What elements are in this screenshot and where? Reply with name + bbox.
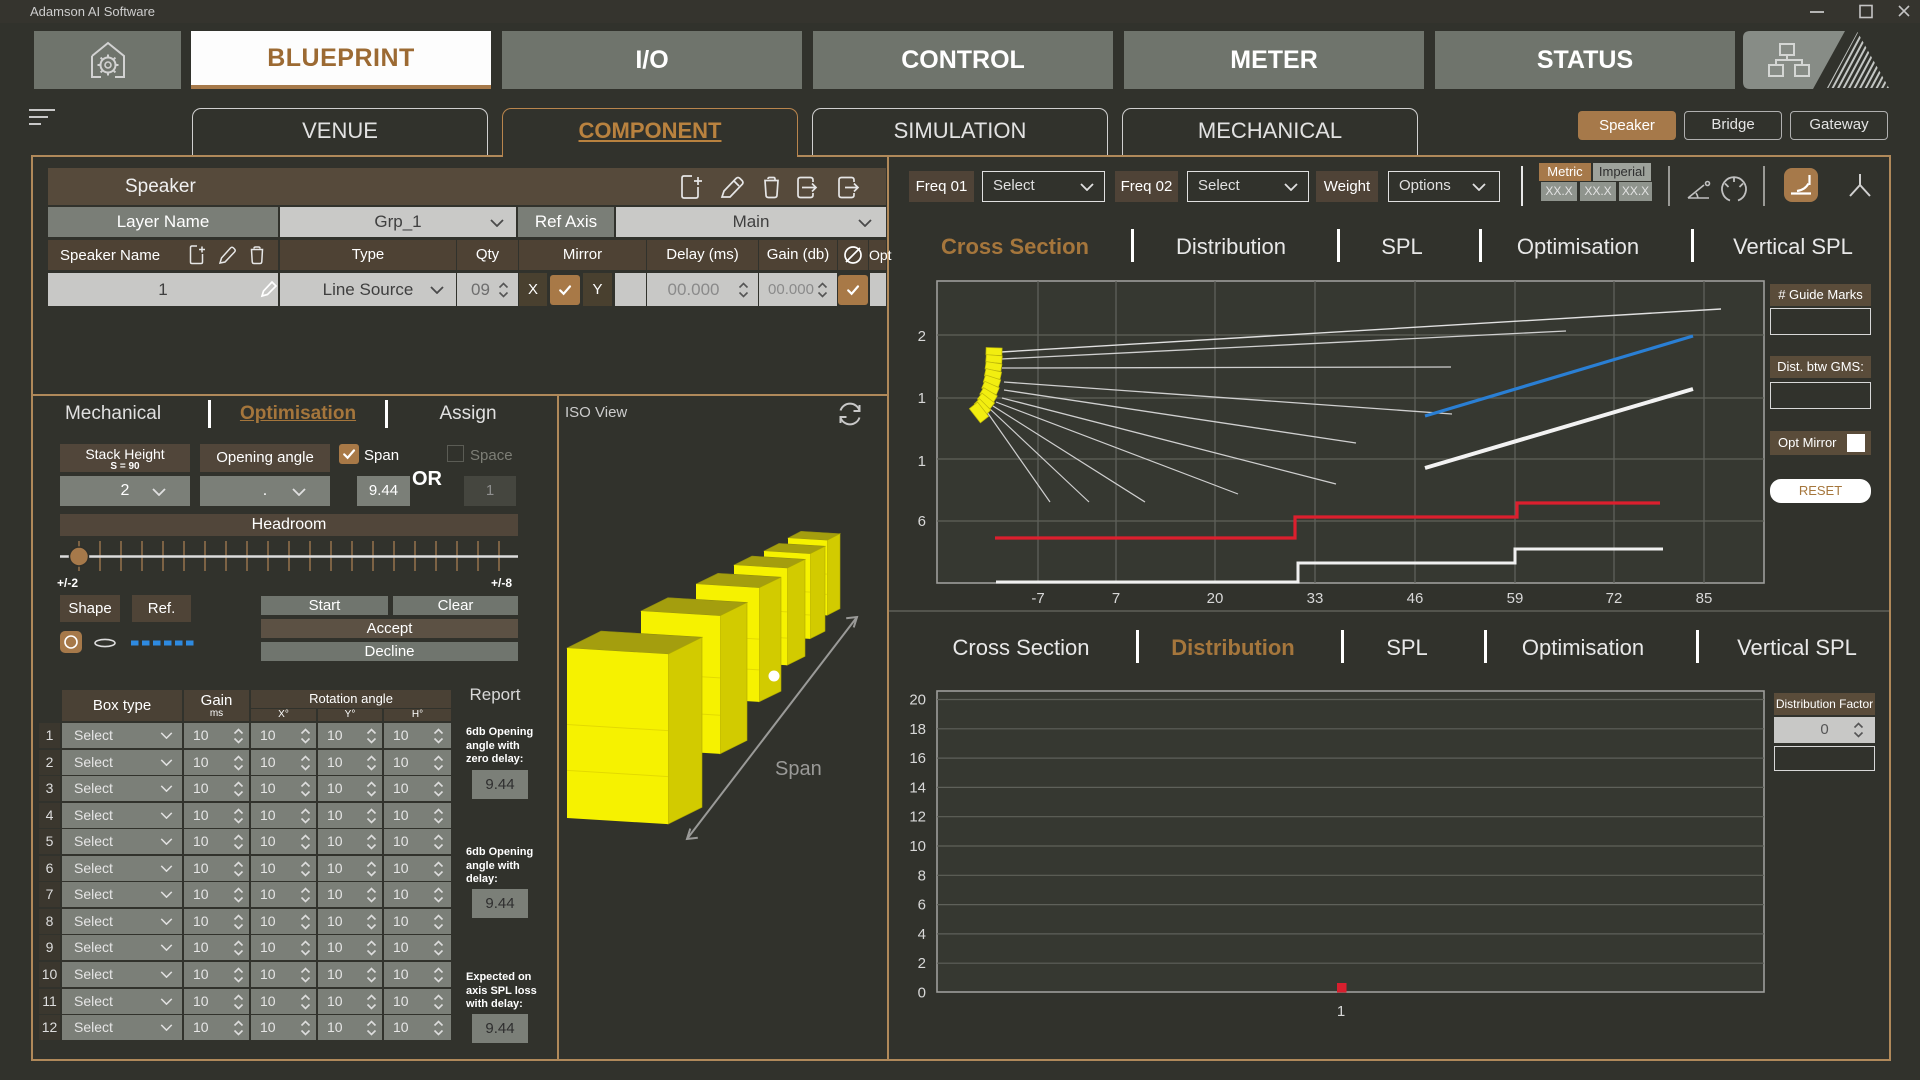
svg-text:1: 1 xyxy=(918,453,926,470)
svg-text:1: 1 xyxy=(918,390,926,407)
svg-text:4: 4 xyxy=(918,926,926,943)
svg-text:16: 16 xyxy=(909,750,926,767)
svg-text:59: 59 xyxy=(1507,590,1524,607)
svg-text:46: 46 xyxy=(1407,590,1424,607)
svg-text:6: 6 xyxy=(918,897,926,914)
svg-text:12: 12 xyxy=(909,809,926,826)
svg-text:2: 2 xyxy=(918,955,926,972)
svg-text:6: 6 xyxy=(918,513,926,530)
svg-text:72: 72 xyxy=(1606,590,1623,607)
svg-text:85: 85 xyxy=(1696,590,1713,607)
svg-text:0: 0 xyxy=(918,985,926,1002)
svg-text:7: 7 xyxy=(1112,590,1120,607)
svg-text:Span: Span xyxy=(775,758,822,780)
svg-text:14: 14 xyxy=(909,779,926,796)
svg-text:1: 1 xyxy=(1337,1003,1345,1020)
svg-text:-7: -7 xyxy=(1031,590,1044,607)
svg-text:8: 8 xyxy=(918,867,926,884)
svg-text:10: 10 xyxy=(909,838,926,855)
svg-text:2: 2 xyxy=(918,328,926,345)
svg-text:18: 18 xyxy=(909,721,926,738)
svg-text:20: 20 xyxy=(1207,590,1224,607)
svg-text:20: 20 xyxy=(909,692,926,709)
svg-text:33: 33 xyxy=(1307,590,1324,607)
